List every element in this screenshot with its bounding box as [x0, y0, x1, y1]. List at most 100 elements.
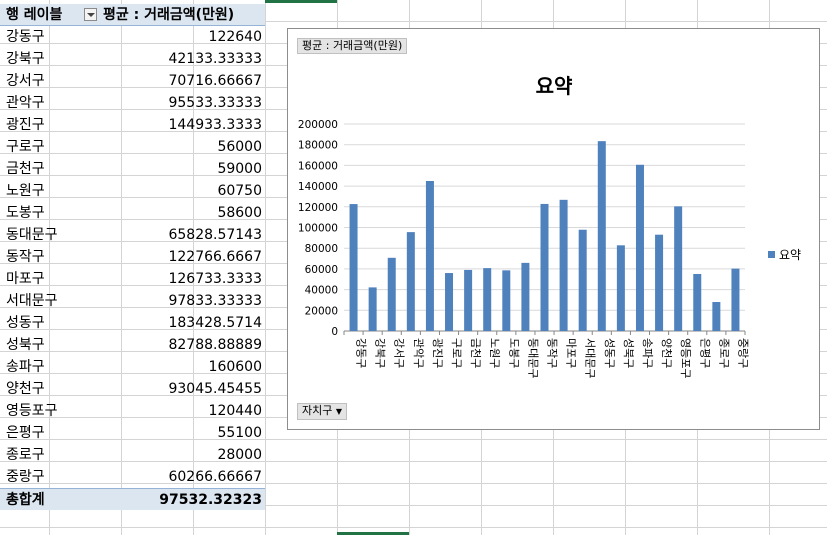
- pivot-row-label: 서대문구: [6, 293, 58, 309]
- bar: [445, 273, 454, 331]
- x-tick-label: 관악구: [412, 338, 425, 368]
- pivot-row-value: 160600: [208, 359, 262, 375]
- pivot-row-value: 183428.5714: [168, 315, 262, 331]
- bar: [406, 232, 415, 331]
- pivot-row-label: 금천구: [6, 161, 45, 177]
- x-tick-label: 송파구: [641, 338, 654, 368]
- pivot-row-value: 126733.3333: [168, 271, 262, 287]
- x-tick-label: 영등포구: [679, 338, 692, 378]
- bar: [483, 268, 492, 331]
- axis-field-button[interactable]: 자치구 ▼: [297, 403, 348, 420]
- bar: [540, 203, 549, 331]
- x-tick-label: 구로구: [450, 338, 463, 368]
- pivot-row-value: 65828.57143: [168, 227, 262, 243]
- x-tick-label: 종로구: [717, 338, 730, 368]
- pivot-row[interactable]: 성북구 82788.88889: [0, 334, 265, 356]
- pivot-row[interactable]: 관악구 95533.33333: [0, 92, 265, 114]
- x-tick-label: 강서구: [393, 338, 406, 368]
- bar: [521, 262, 530, 331]
- pivot-row[interactable]: 동대문구 65828.57143: [0, 224, 265, 246]
- pivot-row-label: 종로구: [6, 447, 45, 463]
- pivot-row[interactable]: 동작구 122766.6667: [0, 246, 265, 268]
- x-tick-label: 은평구: [698, 338, 711, 368]
- grand-total-label: 총합계: [6, 492, 45, 508]
- y-tick-label: 160000: [298, 160, 338, 172]
- pivot-row-label: 동작구: [6, 249, 45, 265]
- bar: [693, 273, 702, 331]
- pivot-row-value: 56000: [217, 139, 262, 155]
- bar: [674, 206, 683, 331]
- column-selection-indicator: [265, 0, 337, 3]
- pivot-row[interactable]: 송파구 160600: [0, 356, 265, 378]
- pivot-row-value: 60750: [217, 183, 262, 199]
- y-tick-label: 180000: [298, 140, 338, 152]
- pivot-header-row: 행 레이블 평균 : 거래금액(만원): [0, 4, 265, 26]
- x-tick-label: 양천구: [660, 338, 674, 368]
- axis-field-dropdown-icon[interactable]: ▼: [335, 407, 343, 416]
- pivot-row-label: 은평구: [6, 425, 45, 441]
- bar: [712, 302, 721, 331]
- x-tick-label: 마포구: [565, 338, 578, 368]
- axis-field-label: 자치구: [302, 404, 333, 417]
- pivot-row-value: 28000: [217, 447, 262, 463]
- pivot-total-row[interactable]: 총합계 97532.32323: [0, 488, 265, 510]
- y-tick-label: 0: [331, 326, 338, 338]
- x-tick-label: 금천구: [469, 338, 483, 368]
- pivot-chart[interactable]: 평균 : 거래금액(만원) 요약 0 20000 40000 60000 80000 100…: [287, 28, 820, 430]
- row-label-header[interactable]: 행 레이블: [6, 7, 63, 23]
- bar: [387, 257, 396, 331]
- legend-label: 요약: [779, 247, 801, 262]
- pivot-row-label: 영등포구: [6, 403, 58, 419]
- bar: [578, 229, 587, 331]
- y-tick-label: 40000: [305, 285, 338, 297]
- pivot-row-value: 122766.6667: [168, 249, 262, 265]
- pivot-row[interactable]: 광진구 144933.3333: [0, 114, 265, 136]
- pivot-row-label: 강동구: [6, 29, 45, 45]
- pivot-row[interactable]: 서대문구 97833.33333: [0, 290, 265, 312]
- pivot-row[interactable]: 강북구 42133.33333: [0, 48, 265, 70]
- pivot-row[interactable]: 영등포구 120440: [0, 400, 265, 422]
- pivot-row-value: 59000: [217, 161, 262, 177]
- pivot-row[interactable]: 중랑구 60266.66667: [0, 466, 265, 488]
- value-field-button[interactable]: 평균 : 거래금액(만원): [297, 38, 408, 54]
- pivot-row-value: 144933.3333: [168, 117, 262, 133]
- pivot-row[interactable]: 강동구 122640: [0, 26, 265, 48]
- pivot-row-label: 광진구: [6, 117, 45, 133]
- bar: [597, 141, 606, 331]
- pivot-row-label: 양천구: [6, 381, 45, 397]
- value-field-header[interactable]: 평균 : 거래금액(만원): [103, 7, 235, 23]
- pivot-row[interactable]: 금천구 59000: [0, 158, 265, 180]
- x-tick-label: 동작구: [546, 338, 559, 368]
- x-tick-label: 성동구: [603, 338, 616, 368]
- pivot-row[interactable]: 도봉구 58600: [0, 202, 265, 224]
- pivot-row[interactable]: 종로구 28000: [0, 444, 265, 466]
- pivot-row[interactable]: 강서구 70716.66667: [0, 70, 265, 92]
- pivot-row-value: 120440: [208, 403, 262, 419]
- pivot-row-label: 송파구: [6, 359, 45, 375]
- x-tick-label: 강동구: [355, 338, 368, 368]
- pivot-row[interactable]: 은평구 55100: [0, 422, 265, 444]
- y-tick-label: 100000: [298, 223, 338, 235]
- bar: [559, 199, 568, 331]
- pivot-row-label: 관악구: [6, 95, 45, 111]
- pivot-row-value: 95533.33333: [168, 95, 262, 111]
- bar: [731, 268, 740, 331]
- x-tick-label: 도봉구: [507, 338, 520, 368]
- x-tick-label: 동대문구: [526, 338, 539, 378]
- row-label-filter-dropdown-icon[interactable]: [84, 8, 97, 21]
- pivot-row[interactable]: 구로구 56000: [0, 136, 265, 158]
- pivot-row[interactable]: 마포구 126733.3333: [0, 268, 265, 290]
- pivot-row-value: 55100: [217, 425, 262, 441]
- pivot-row[interactable]: 성동구 183428.5714: [0, 312, 265, 334]
- pivot-row[interactable]: 노원구 60750: [0, 180, 265, 202]
- chart-title: 요약: [536, 74, 573, 98]
- legend-swatch: [768, 251, 775, 258]
- pivot-row[interactable]: 양천구 93045.45455: [0, 378, 265, 400]
- bar: [425, 180, 434, 331]
- pivot-row-value: 42133.33333: [168, 51, 262, 67]
- bar: [464, 269, 473, 331]
- pivot-row-value: 97833.33333: [168, 293, 262, 309]
- bar: [502, 270, 511, 331]
- pivot-row-label: 동대문구: [6, 227, 58, 243]
- x-tick-label: 성북구: [622, 338, 635, 368]
